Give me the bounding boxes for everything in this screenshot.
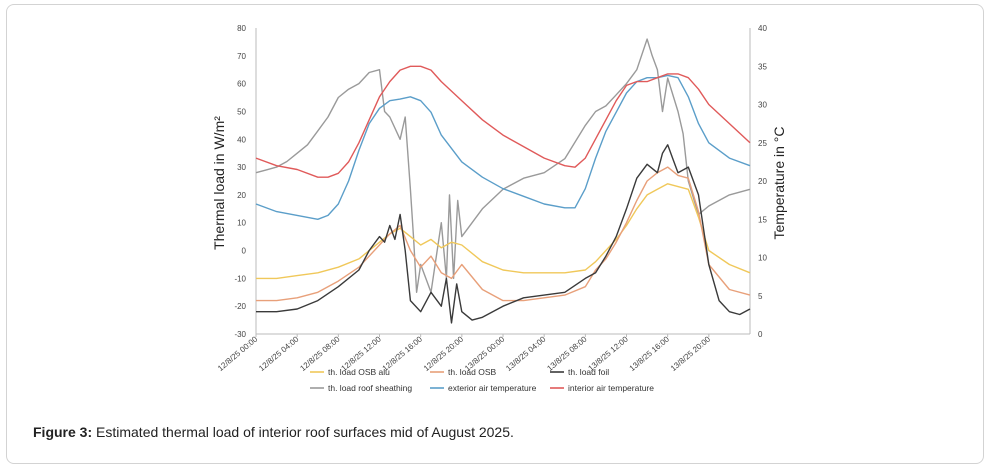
- y2-tick-label: 0: [758, 330, 763, 339]
- series-line-exterior-air-temperature: [255, 74, 751, 221]
- legend-label: exterior air temperature: [448, 383, 537, 393]
- y2-tick-label: 5: [758, 292, 763, 301]
- y-tick-label: 30: [237, 163, 246, 172]
- series-line-th-load-osb-alu: [256, 183, 751, 280]
- caption-label: Figure 3:: [33, 424, 93, 440]
- y-tick-label: -30: [234, 330, 246, 339]
- figure-caption: Figure 3: Estimated thermal load of inte…: [33, 424, 514, 440]
- x-tick-label: 13/8/25 16:00: [628, 334, 672, 373]
- y2-axis-label: Temperature in °C: [771, 127, 787, 240]
- y2-tick-label: 10: [758, 254, 767, 263]
- series-line-interior-air-temperature: [255, 65, 751, 178]
- y-tick-label: 80: [237, 24, 246, 33]
- y2-tick-label: 40: [758, 24, 767, 33]
- y-tick-label: 0: [242, 247, 247, 256]
- y2-tick-label: 35: [758, 62, 767, 71]
- x-tick-label: 12/8/25 04:00: [257, 334, 301, 373]
- y2-tick-label: 25: [758, 139, 767, 148]
- y-tick-label: 20: [237, 191, 246, 200]
- series-line-th-load-osb: [256, 166, 751, 302]
- thermal-load-chart: -30 -20 -10 0 10 20 30 40 50 60 70 80 0 5 10 15 20 25 30 35…: [211, 24, 787, 393]
- y-axis-label: Thermal load in W/m²: [211, 116, 227, 250]
- series-line-th-load-foil: [256, 144, 751, 324]
- legend-label: th. load OSB alu: [328, 367, 390, 377]
- legend-label: th. load OSB: [448, 367, 497, 377]
- x-tick-label: 12/8/25 00:00: [216, 334, 260, 373]
- x-tick-label: 13/8/25 20:00: [669, 334, 713, 373]
- y-tick-label: -10: [234, 274, 246, 283]
- legend-label: th. load roof sheathing: [328, 383, 412, 393]
- x-tick-label: 13/8/25 04:00: [504, 334, 548, 373]
- y-tick-label: 40: [237, 135, 246, 144]
- series-line-th-load-roof-sheathing: [255, 38, 751, 293]
- y2-tick-label: 30: [758, 101, 767, 110]
- y2-tick-label: 20: [758, 177, 767, 186]
- y-tick-label: 60: [237, 80, 246, 89]
- y-tick-label: 70: [237, 52, 246, 61]
- figure-image: -30 -20 -10 0 10 20 30 40 50 60 70 80 0 5 10 15 20 25 30 35…: [198, 18, 797, 401]
- legend-label: th. load foil: [568, 367, 609, 377]
- legend-label: interior air temperature: [568, 383, 654, 393]
- y-tick-label: -20: [234, 302, 246, 311]
- caption-text: Estimated thermal load of interior roof …: [92, 424, 514, 440]
- y-tick-label: 50: [237, 107, 246, 116]
- y-tick-label: 10: [237, 219, 246, 228]
- y2-tick-label: 15: [758, 215, 767, 224]
